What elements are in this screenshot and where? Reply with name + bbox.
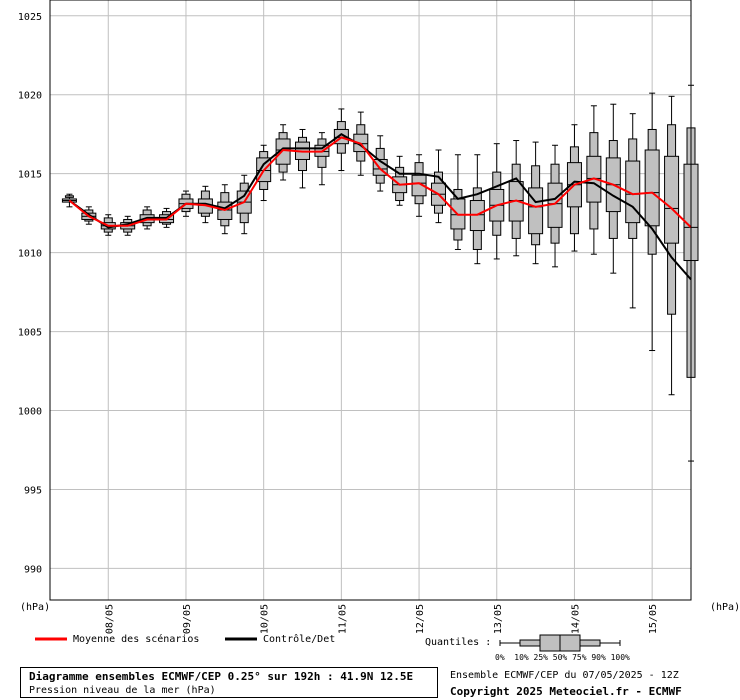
box-plot	[566, 124, 582, 252]
box-plot	[547, 144, 563, 268]
box-plot	[508, 140, 524, 257]
x-tick-label: 10/05	[260, 604, 271, 634]
box-plot	[664, 95, 680, 396]
chart-subtitle: Pression niveau de la mer (hPa)	[29, 685, 216, 696]
y-axis-label-right: (hPa)	[710, 602, 740, 613]
box-plot	[450, 154, 466, 250]
x-tick-label: 11/05	[337, 604, 348, 634]
x-tick-label: 08/05	[104, 604, 115, 634]
y-axis-ticks: 990 995 1000 1005 1010 1015 1020 1025	[18, 12, 42, 576]
legend: Moyenne des scénarios Contrôle/Det Quant…	[35, 633, 630, 662]
mean-series-line	[68, 136, 692, 229]
box-plot	[489, 143, 505, 260]
box-plot	[314, 132, 330, 186]
chart-title: Diagramme ensembles ECMWF/CEP 0.25° sur …	[29, 670, 414, 683]
box-25-75	[664, 155, 680, 244]
control-legend-label: Contrôle/Det	[263, 633, 335, 645]
ensemble-chart: 990 995 1000 1005 1010 1015 1020 1025 08/05 09/0…	[18, 0, 740, 662]
y-tick-label: 1005	[18, 328, 42, 339]
y-tick-label: 1020	[18, 91, 42, 102]
box-plot	[469, 154, 485, 265]
y-tick-label: 1025	[18, 12, 42, 23]
y-tick-label: 995	[24, 485, 42, 496]
copyright: Copyright 2025 Meteociel.fr - ECMWF	[450, 685, 682, 698]
box-plot	[295, 128, 311, 189]
quantiles-label: Quantiles :	[425, 637, 491, 648]
x-tick-label: 12/05	[415, 604, 426, 634]
box-25-75	[644, 149, 660, 227]
grid-lines	[50, 0, 691, 600]
box-10-90	[64, 195, 74, 198]
mean-legend-label: Moyenne des scénarios	[73, 633, 199, 645]
y-tick-label: 1000	[18, 407, 42, 418]
x-tick-label: 09/05	[182, 604, 193, 634]
box-plot	[625, 113, 641, 309]
run-info: Ensemble ECMWF/CEP du 07/05/2025 - 12Z	[450, 670, 679, 681]
box-plot	[605, 103, 621, 274]
x-tick-label: 15/05	[648, 604, 659, 634]
quantiles-key-box	[499, 634, 621, 652]
x-tick-label: 13/05	[493, 604, 504, 634]
box-25-75	[411, 174, 427, 197]
y-tick-label: 1015	[18, 170, 42, 181]
plot-frame	[49, 0, 692, 601]
box-plots	[61, 84, 699, 462]
series-lines	[68, 133, 692, 281]
x-axis-ticks: 08/05 09/05 10/05 11/05 12/05 13/05 14/05 15/05	[104, 604, 659, 634]
y-axis-label-left: (hPa)	[20, 602, 50, 613]
x-tick-label: 14/05	[570, 604, 581, 634]
y-tick-label: 990	[24, 564, 42, 575]
chart-title-box: Diagramme ensembles ECMWF/CEP 0.25° sur …	[20, 667, 438, 698]
box-plot	[430, 149, 446, 224]
quantiles-key-ticks: 0% 10% 25% 50% 75% 90% 100%	[495, 653, 630, 662]
y-tick-label: 1010	[18, 249, 42, 260]
